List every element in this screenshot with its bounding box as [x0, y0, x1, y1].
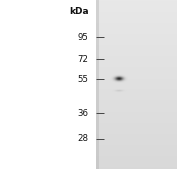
Text: 36: 36 [78, 109, 88, 118]
Text: 95: 95 [78, 33, 88, 42]
Text: 28: 28 [78, 134, 88, 143]
Text: kDa: kDa [69, 7, 88, 16]
Text: 72: 72 [78, 55, 88, 64]
Text: 55: 55 [78, 75, 88, 84]
